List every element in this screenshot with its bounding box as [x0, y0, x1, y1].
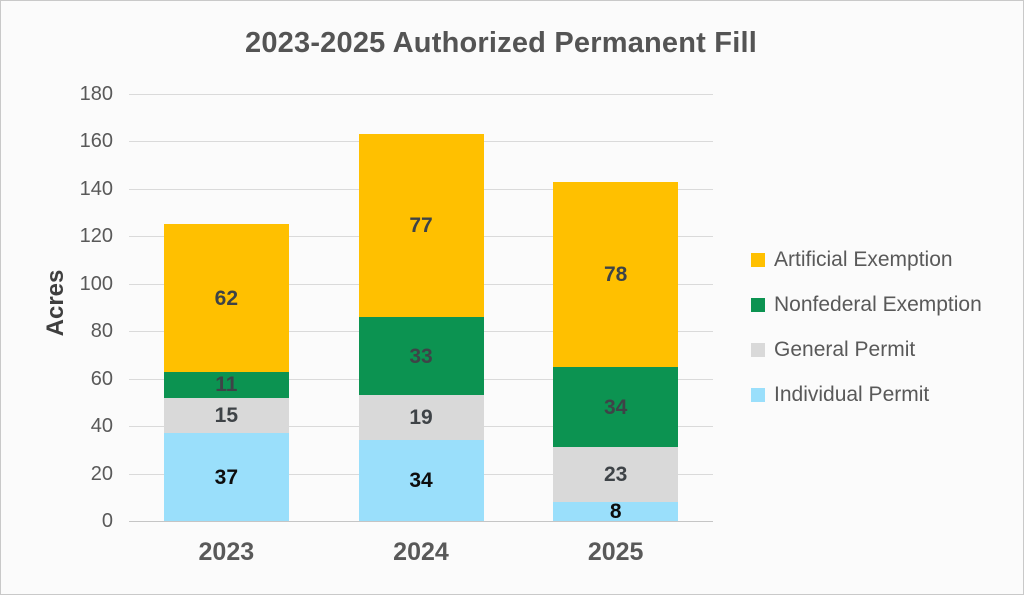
legend-swatch-general-permit — [751, 342, 765, 357]
legend-item-artificial-exemption: Artificial Exemption — [751, 237, 982, 282]
legend-swatch-artificial-exemption — [751, 252, 765, 267]
y-tick-label-100: 100 — [79, 272, 113, 295]
bar-segment-artificial-exemption-2023: 62 — [163, 224, 289, 372]
bar-segment-artificial-exemption-2024: 77 — [358, 134, 484, 317]
y-tick-label-160: 160 — [79, 130, 113, 153]
bar-segment-general-permit-2024: 19 — [358, 395, 484, 441]
x-tick-label-2023: 2023 — [198, 538, 255, 566]
bar-segment-label: 8 — [609, 499, 622, 523]
legend-item-individual-permit: Individual Permit — [751, 372, 982, 417]
y-tick-label-140: 140 — [79, 177, 113, 200]
legend-item-nonfederal-exemption: Nonfederal Exemption — [751, 282, 982, 327]
legend-label: Individual Permit — [774, 382, 930, 406]
bar-segment-individual-permit-2023: 37 — [163, 433, 289, 521]
y-tick-label-40: 40 — [90, 415, 113, 438]
bar-segment-nonfederal-exemption-2025: 34 — [553, 366, 679, 448]
bar-segment-label: 11 — [215, 373, 238, 397]
bar-segment-label: 34 — [409, 469, 433, 493]
x-tick-label-2024: 2024 — [393, 538, 449, 566]
bar-segment-label: 77 — [409, 214, 433, 238]
y-tick-label-60: 60 — [90, 367, 113, 390]
bar-segment-nonfederal-exemption-2023: 11 — [163, 371, 289, 398]
bar-segment-label: 34 — [603, 395, 628, 419]
legend-item-general-permit: General Permit — [751, 327, 982, 372]
y-tick-label-120: 120 — [79, 225, 113, 248]
bar-segment-label: 15 — [214, 403, 238, 427]
legend-swatch-individual-permit — [751, 387, 765, 402]
legend-label: Artificial Exemption — [774, 247, 953, 271]
chart-title: 2023-2025 Authorized Permanent Fill — [245, 27, 757, 59]
bar-2025: 78 34 23 8 — [553, 181, 679, 523]
bar-2023: 62 11 15 37 — [163, 224, 289, 521]
gridline-0 — [129, 521, 713, 522]
bar-segment-label: 37 — [214, 465, 238, 489]
bar-segment-artificial-exemption-2025: 78 — [553, 181, 679, 367]
bar-segment-label: 23 — [603, 463, 628, 487]
bar-segment-label: 33 — [409, 344, 433, 368]
x-tick-label-2025: 2025 — [587, 538, 644, 566]
bar-segment-label: 19 — [409, 406, 433, 430]
gridline-180 — [129, 94, 713, 95]
legend: Artificial Exemption Nonfederal Exemption… — [751, 237, 982, 417]
y-tick-label-20: 20 — [90, 462, 113, 485]
bar-segment-nonfederal-exemption-2024: 33 — [358, 316, 484, 396]
bar-segment-general-permit-2023: 15 — [163, 397, 289, 434]
y-tick-label-180: 180 — [79, 83, 113, 105]
bar-2024: 77 33 19 34 — [358, 134, 484, 521]
bar-segment-label: 62 — [214, 286, 238, 310]
bar-segment-general-permit-2025: 23 — [553, 447, 679, 502]
y-tick-label-0: 0 — [101, 510, 113, 532]
y-tick-label-80: 80 — [90, 320, 113, 343]
legend-label: General Permit — [774, 337, 916, 361]
bar-segment-individual-permit-2025: 8 — [553, 499, 679, 523]
legend-label: Nonfederal Exemption — [774, 292, 982, 316]
bar-segment-individual-permit-2024: 34 — [358, 440, 484, 521]
legend-swatch-nonfederal-exemption — [751, 297, 765, 312]
bar-segment-label: 78 — [603, 262, 628, 286]
